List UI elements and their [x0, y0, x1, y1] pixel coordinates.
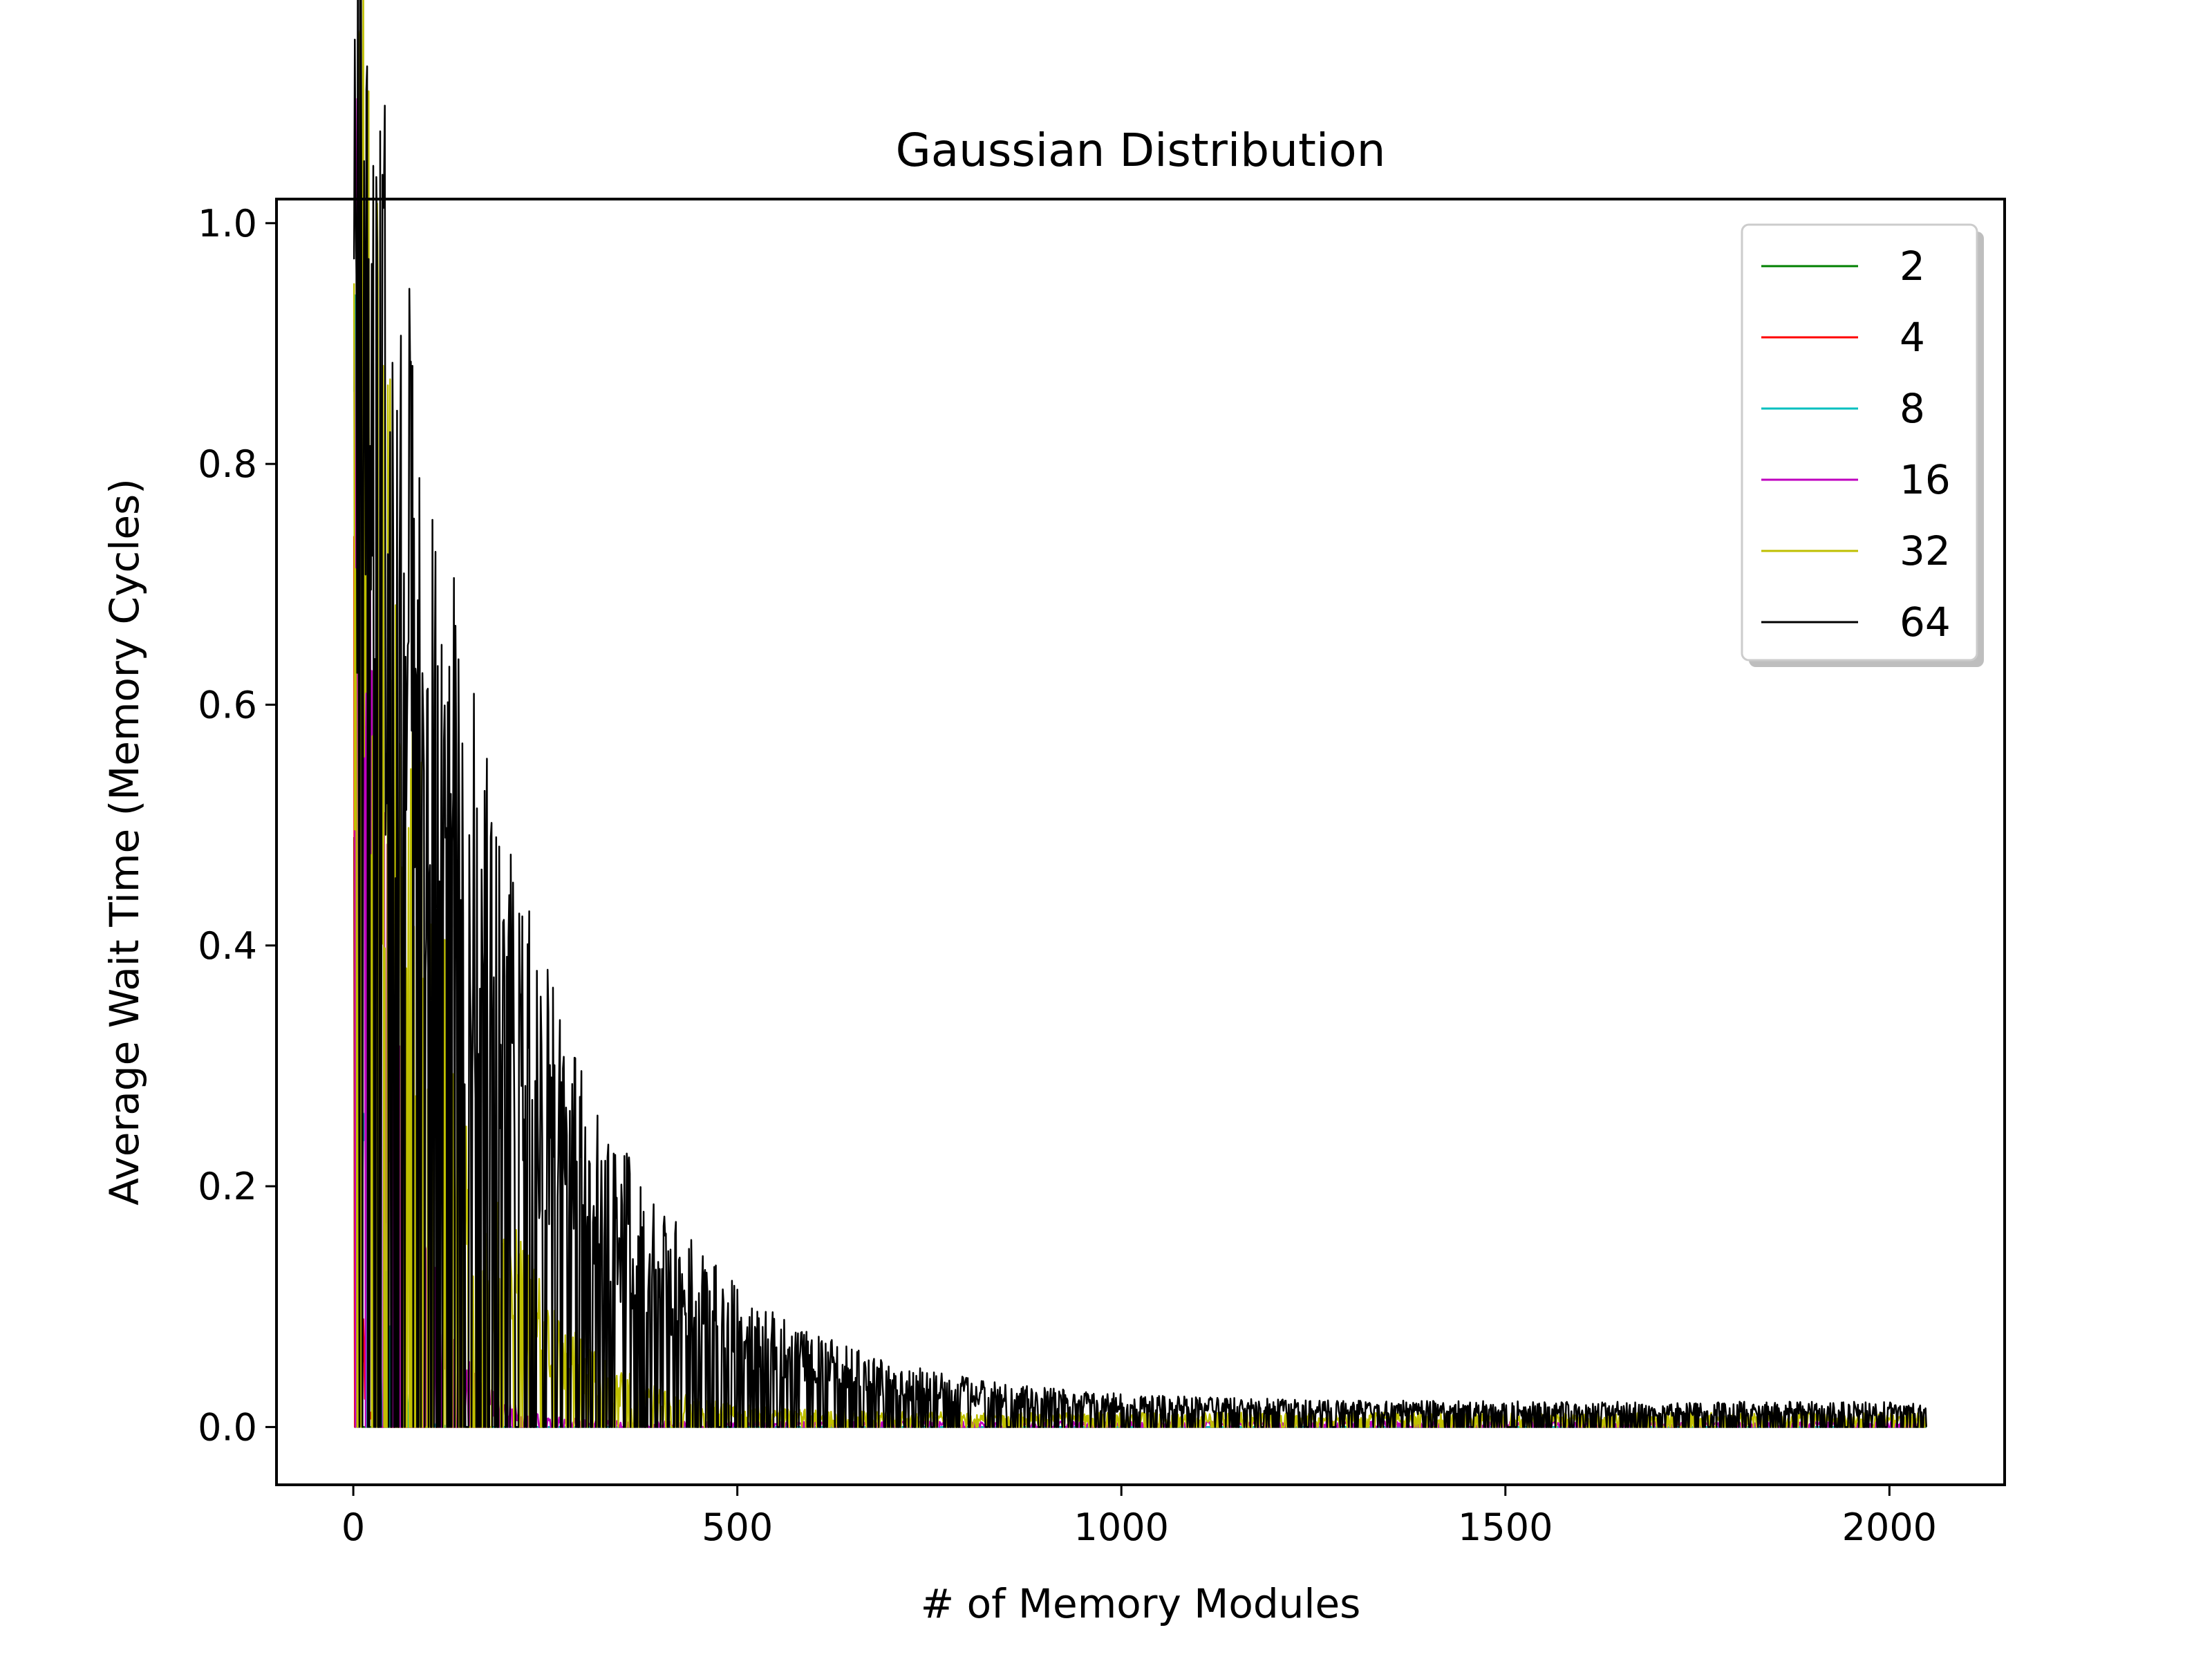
legend-label: 4 — [1900, 314, 1925, 361]
legend-label: 64 — [1900, 599, 1951, 646]
legend-box — [1741, 223, 1978, 662]
y-tick-label: 0.8 — [198, 442, 257, 486]
x-tick-label: 2000 — [1842, 1506, 1937, 1549]
y-axis-title: Average Wait Time (Memory Cycles) — [101, 478, 148, 1206]
x-tick-label: 500 — [702, 1506, 773, 1549]
legend-label: 8 — [1900, 385, 1925, 432]
x-axis: 0 500 1000 1500 2000 — [341, 1485, 1937, 1549]
series-layer — [353, 0, 1927, 1428]
series-line-64 — [353, 0, 1927, 1428]
x-axis-title: # of Memory Modules — [921, 1580, 1361, 1627]
legend-label: 16 — [1900, 456, 1951, 503]
chart-title: Gaussian Distribution — [896, 124, 1386, 177]
y-tick-label: 0.2 — [198, 1165, 257, 1208]
x-tick-label: 0 — [341, 1506, 365, 1549]
legend-label: 2 — [1900, 243, 1925, 290]
y-axis: 0.0 0.2 0.4 0.6 0.8 1.0 — [198, 202, 276, 1449]
legend-label: 32 — [1900, 527, 1951, 574]
y-tick-label: 0.6 — [198, 683, 257, 727]
plot-frame — [275, 198, 2006, 1486]
x-tick-label: 1000 — [1074, 1506, 1169, 1549]
y-tick-label: 0.4 — [198, 924, 257, 968]
legend: 2 4 8 16 32 64 — [1741, 223, 1984, 667]
plot-area — [275, 0, 2006, 1486]
plot-background — [276, 199, 2005, 1485]
x-tick-label: 1500 — [1458, 1506, 1553, 1549]
y-tick-label: 1.0 — [198, 202, 257, 245]
y-tick-label: 0.0 — [198, 1405, 257, 1449]
